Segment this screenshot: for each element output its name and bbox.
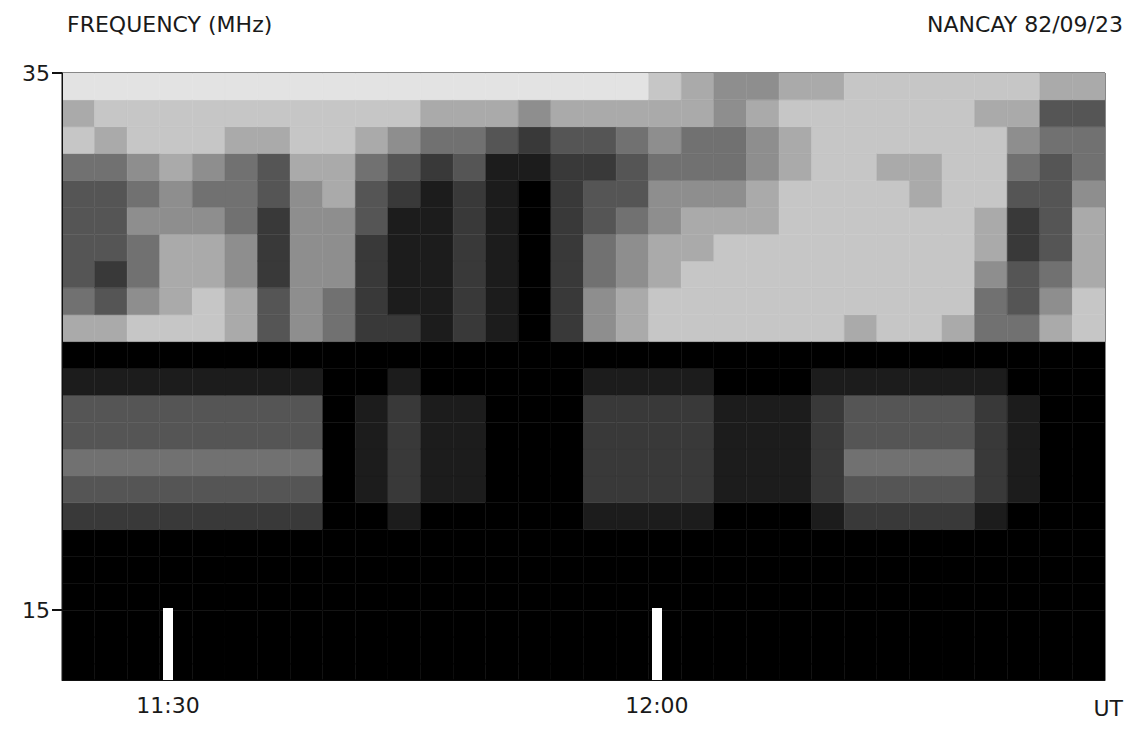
- svg-text:FREQUENCY (MHz): FREQUENCY (MHz): [67, 12, 272, 37]
- svg-text:15: 15: [22, 598, 50, 623]
- svg-text:35: 35: [22, 61, 50, 86]
- svg-text:UT: UT: [1093, 696, 1123, 721]
- svg-text:12:00: 12:00: [625, 693, 688, 718]
- svg-text:NANCAY 82/09/23: NANCAY 82/09/23: [927, 12, 1123, 37]
- svg-text:11:30: 11:30: [136, 693, 199, 718]
